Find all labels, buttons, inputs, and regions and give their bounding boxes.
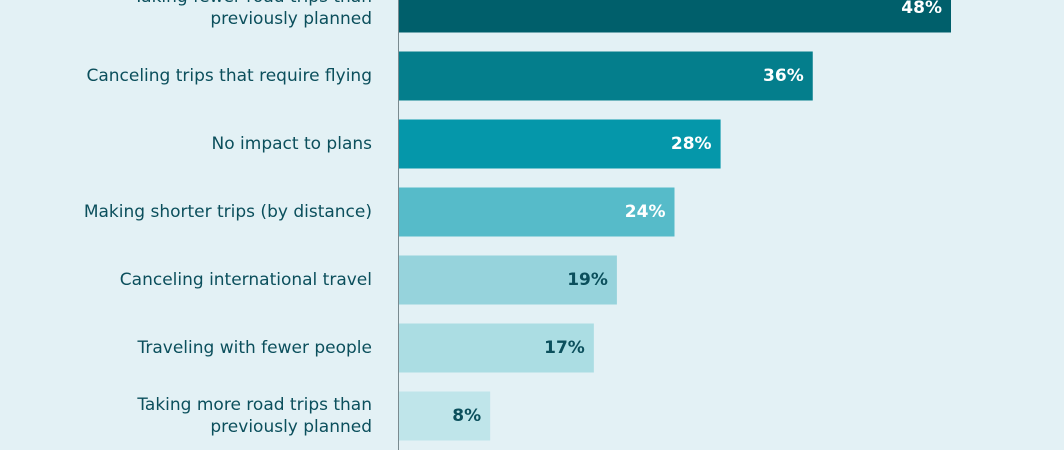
category-label: Taking fewer road trips than [133,0,372,7]
category-label: Canceling trips that require flying [86,66,372,86]
bar [398,323,594,373]
value-label: 24% [625,202,666,222]
bar-group: 19% Canceling international travel [120,255,617,305]
value-label: 8% [452,406,481,426]
bar [398,187,675,237]
bar [398,119,721,169]
value-label: 17% [544,338,585,358]
bar-group: 8% Taking more road trips thanpreviously … [136,391,491,441]
category-label: No impact to plans [212,134,373,154]
bar-group: 36% Canceling trips that require flying [86,51,813,101]
category-label: Traveling with fewer people [136,338,372,358]
value-label: 48% [901,0,942,18]
category-label: Taking more road trips than [136,395,372,415]
category-label: Canceling international travel [120,270,372,290]
bar-group: 17% Traveling with fewer people [136,323,594,373]
bars-layer: 48% Taking fewer road trips than previousl… [84,0,951,441]
bar [398,391,491,441]
category-label: previously planned [210,417,372,437]
bar-group: 28% No impact to plans [212,119,721,169]
category-label: previously planned [210,9,372,29]
bar-group: 48% Taking fewer road trips than previousl… [133,0,951,33]
bar [398,0,951,33]
value-label: 28% [671,134,712,154]
value-label: 19% [567,270,608,290]
value-label: 36% [763,66,804,86]
bar [398,51,813,101]
bar [398,255,617,305]
bar-group: 24% Making shorter trips (by distance) [84,187,675,237]
category-label: Making shorter trips (by distance) [84,202,372,222]
